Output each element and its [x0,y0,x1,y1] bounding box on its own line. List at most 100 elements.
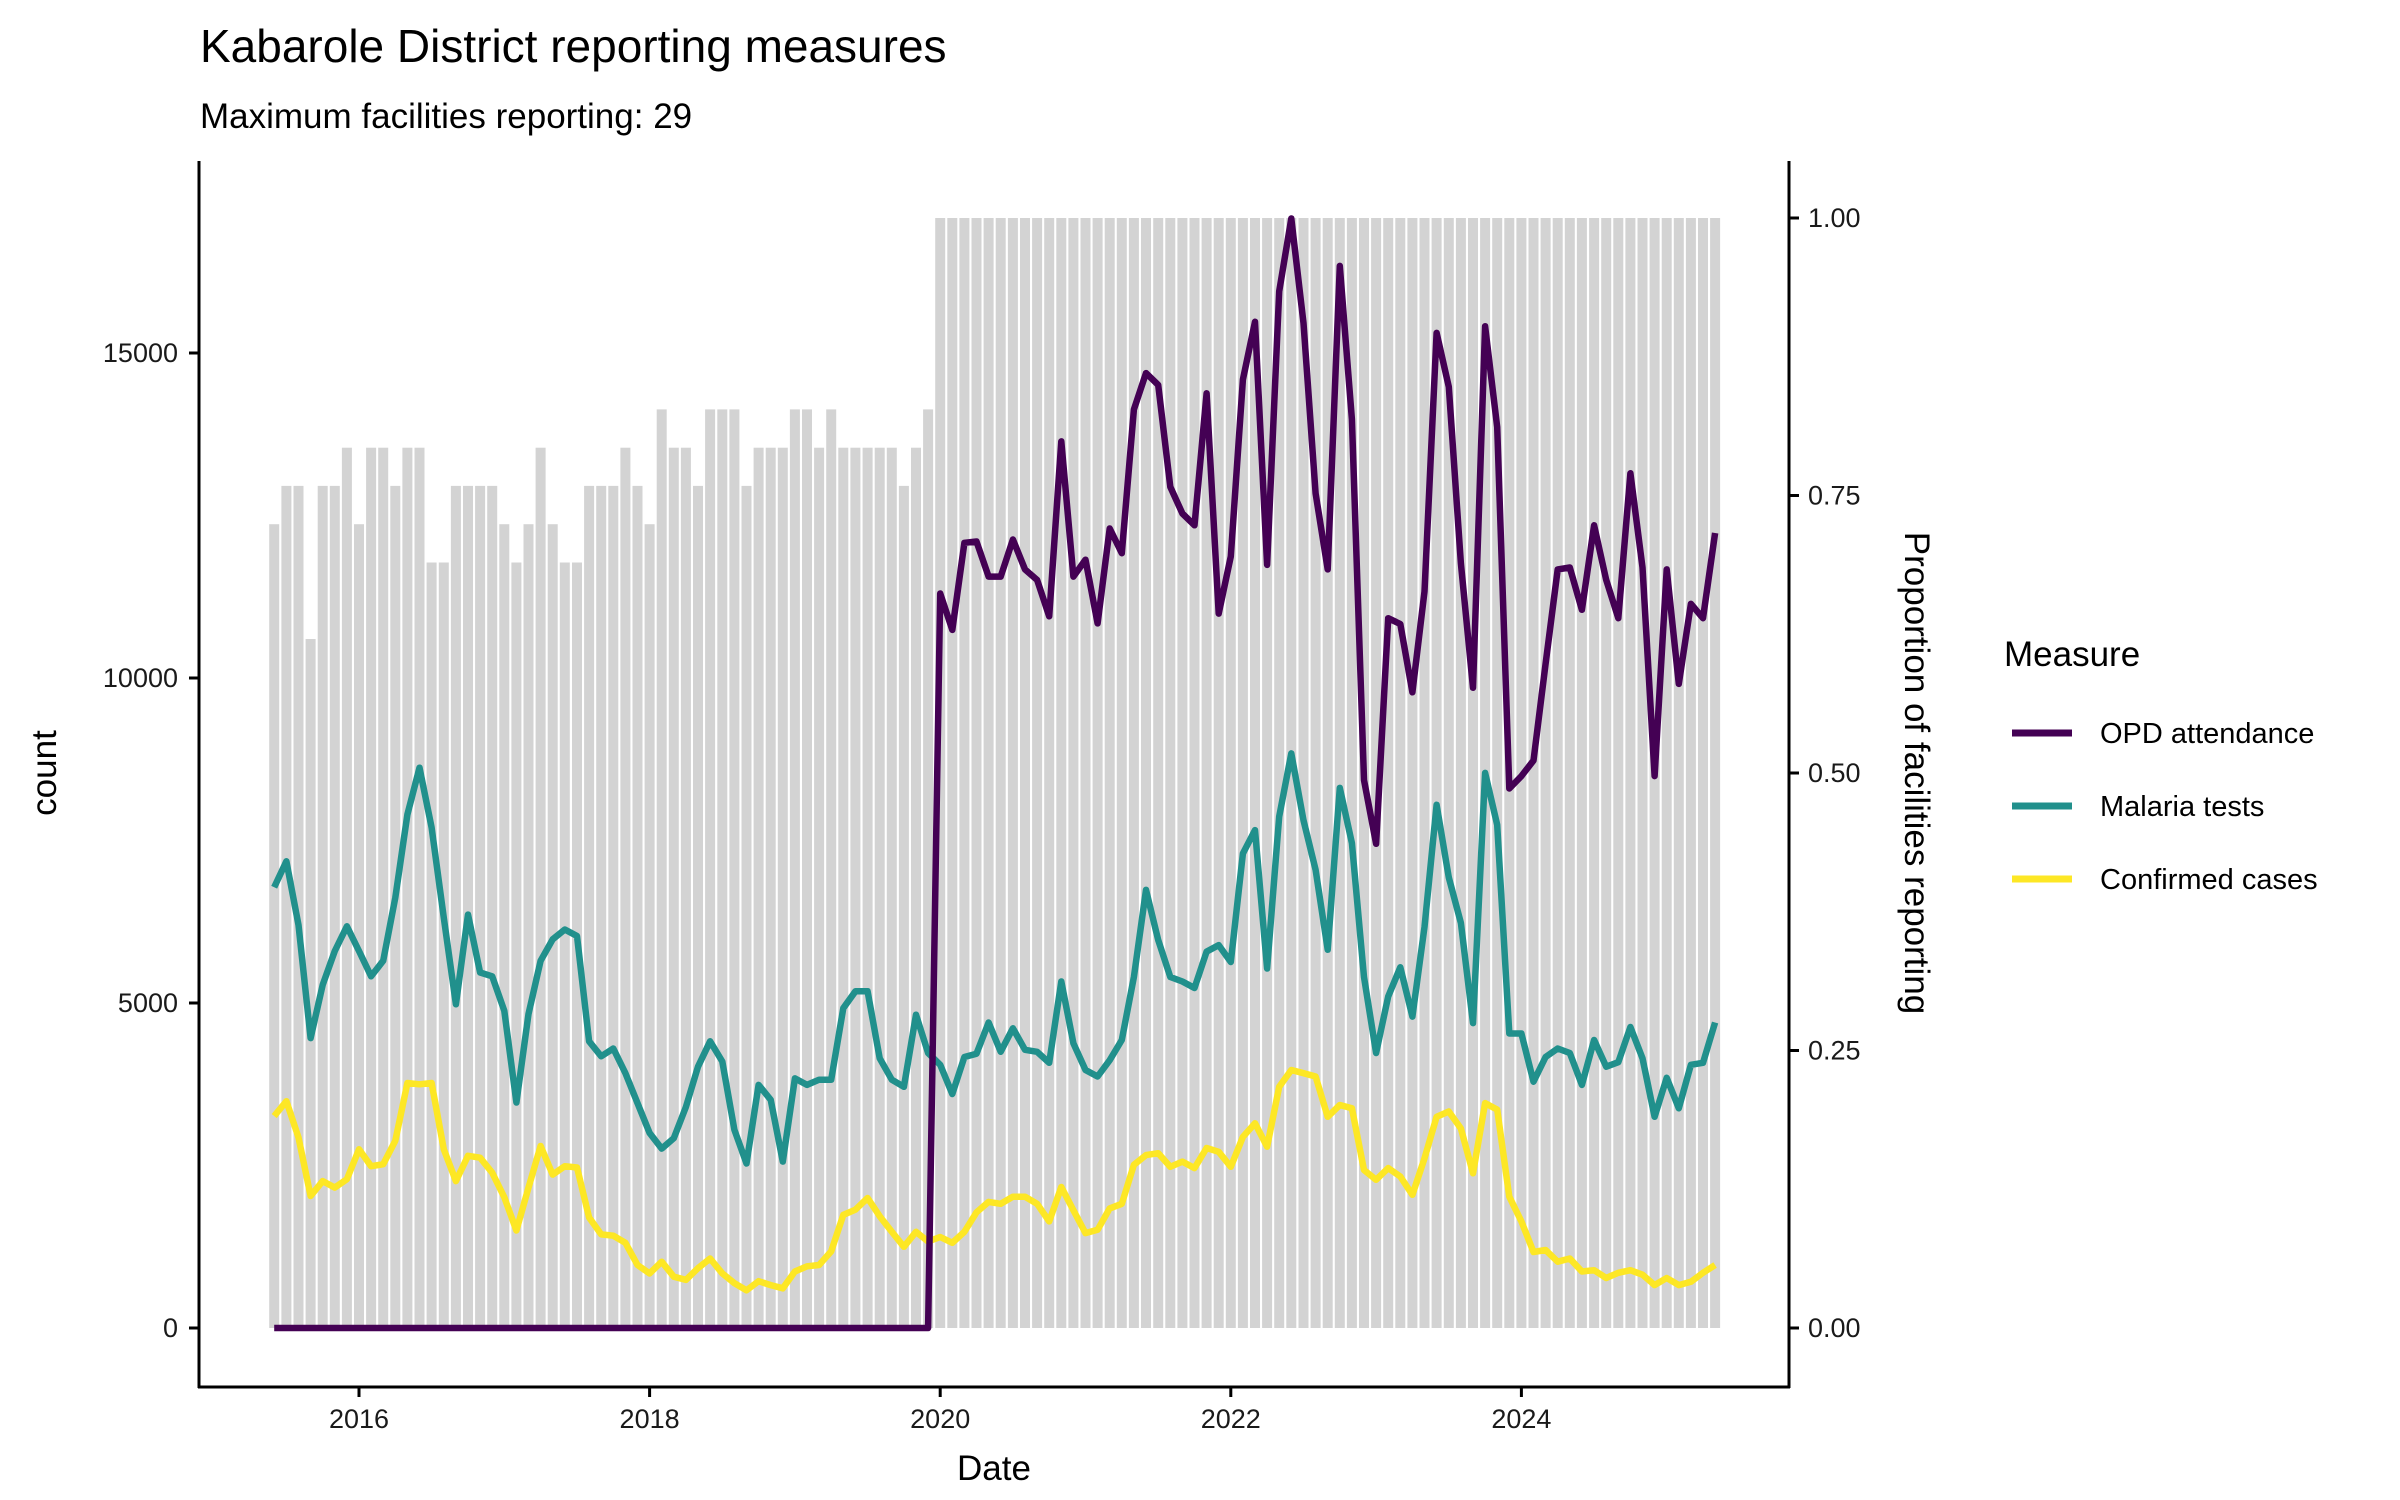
facility-bar [1395,218,1406,1328]
facility-bar [668,447,679,1328]
facility-bar [1092,218,1103,1328]
facility-bar [1141,218,1151,1328]
facility-bars [269,218,1721,1328]
facility-bar [1419,218,1430,1328]
facility-bar [1189,218,1200,1328]
x-tick-label: 2018 [620,1404,680,1434]
facility-bar [402,447,413,1328]
x-ticks: 2016 2018 2020 2022 2024 [329,1387,1551,1434]
facility-bar [329,485,340,1328]
facility-bar [366,447,377,1328]
facility-bar [1237,218,1248,1328]
facility-bar [1104,218,1115,1328]
facility-bar [438,562,449,1328]
facility-bar [426,562,437,1328]
x-tick-label: 2016 [329,1404,389,1434]
facility-bar [523,524,534,1328]
facility-bar [1274,218,1285,1328]
facility-bar [1346,218,1357,1328]
facility-bar [1625,218,1636,1328]
facility-bar [596,485,607,1328]
facility-bar [475,485,486,1328]
facility-bar [293,485,304,1328]
series-lines [271,215,1719,1332]
facility-bar [886,447,897,1328]
facility-bar [1165,218,1176,1328]
x-tick-label: 2024 [1491,1404,1551,1434]
facility-bar [693,485,703,1328]
facility-bar [1080,218,1091,1328]
y-axis-title: count [25,730,64,816]
facility-bar [269,524,280,1328]
facility-bar [584,485,595,1328]
facility-bar [983,218,994,1328]
facility-bar [608,485,619,1328]
facility-bar [1552,218,1563,1328]
facility-bar [1020,218,1030,1328]
facility-bar [826,409,837,1328]
facility-bar [414,447,425,1328]
facility-bar [535,447,546,1328]
facility-bar [1613,218,1624,1328]
facility-bar [802,409,812,1328]
facility-bar [1225,218,1236,1328]
facility-bar [947,218,958,1328]
facility-bar [898,485,909,1328]
line-opd-attendance [274,215,1719,1332]
facility-bar [1213,218,1224,1328]
facility-bar [1250,218,1260,1328]
facility-bar [789,409,800,1328]
x-tick-label: 2020 [910,1404,970,1434]
facility-bar [1492,218,1503,1328]
facility-bar [1128,218,1139,1328]
facility-bar [1468,218,1478,1328]
legend-label-opd: OPD attendance [2100,718,2314,750]
x-tick-label: 2022 [1201,1404,1261,1434]
y-tick-label: 15000 [103,338,178,368]
line-confirmed-cases [271,1066,1717,1294]
legend-label-malaria: Malaria tests [2100,791,2264,823]
facility-bar [1153,218,1164,1328]
legend-title: Measure [2004,635,2140,674]
y-tick-label: 0 [163,1313,178,1343]
facility-bar [1540,218,1551,1328]
facility-bar [317,485,328,1328]
y2-tick-label: 0.00 [1808,1313,1861,1343]
facility-bar [341,447,352,1328]
facility-bar [1298,218,1309,1328]
facility-bar [1564,218,1575,1328]
facility-bar [1698,218,1708,1328]
facility-bar [1322,218,1333,1328]
facility-bar [463,485,473,1328]
facility-bar [1334,218,1345,1328]
y2-tick-label: 0.50 [1808,758,1861,788]
facility-bar [378,447,389,1328]
facility-bar [1455,218,1466,1328]
facility-bar [1371,218,1382,1328]
facility-bar [1310,218,1321,1328]
facility-bar [1431,218,1442,1328]
facility-bar [547,524,558,1328]
facility-bar [1601,218,1612,1328]
legend-label-confirmed: Confirmed cases [2100,864,2318,896]
facility-bar [487,485,498,1328]
chart-subtitle: Maximum facilities reporting: 29 [200,97,692,136]
facility-bar [1056,218,1067,1328]
facility-bar [1032,218,1043,1328]
facility-bar [959,218,970,1328]
facility-bar [1407,218,1418,1328]
facility-bar [777,447,788,1328]
y2-axis-title: Proportion of facilities reporting [1897,532,1936,1014]
facility-bar [1262,218,1273,1328]
y-ticks-right: 0.00 0.25 0.50 0.75 1.00 [1789,203,1861,1343]
facility-bar [281,485,292,1328]
facility-bar [1177,218,1188,1328]
facility-bar [680,447,691,1328]
facility-bar [874,447,885,1328]
facility-bar [729,409,740,1328]
facility-bar [923,409,934,1328]
facility-bar [1443,218,1454,1328]
facility-bar [814,447,825,1328]
facility-bar [1710,218,1721,1328]
y2-tick-label: 0.25 [1808,1036,1861,1066]
